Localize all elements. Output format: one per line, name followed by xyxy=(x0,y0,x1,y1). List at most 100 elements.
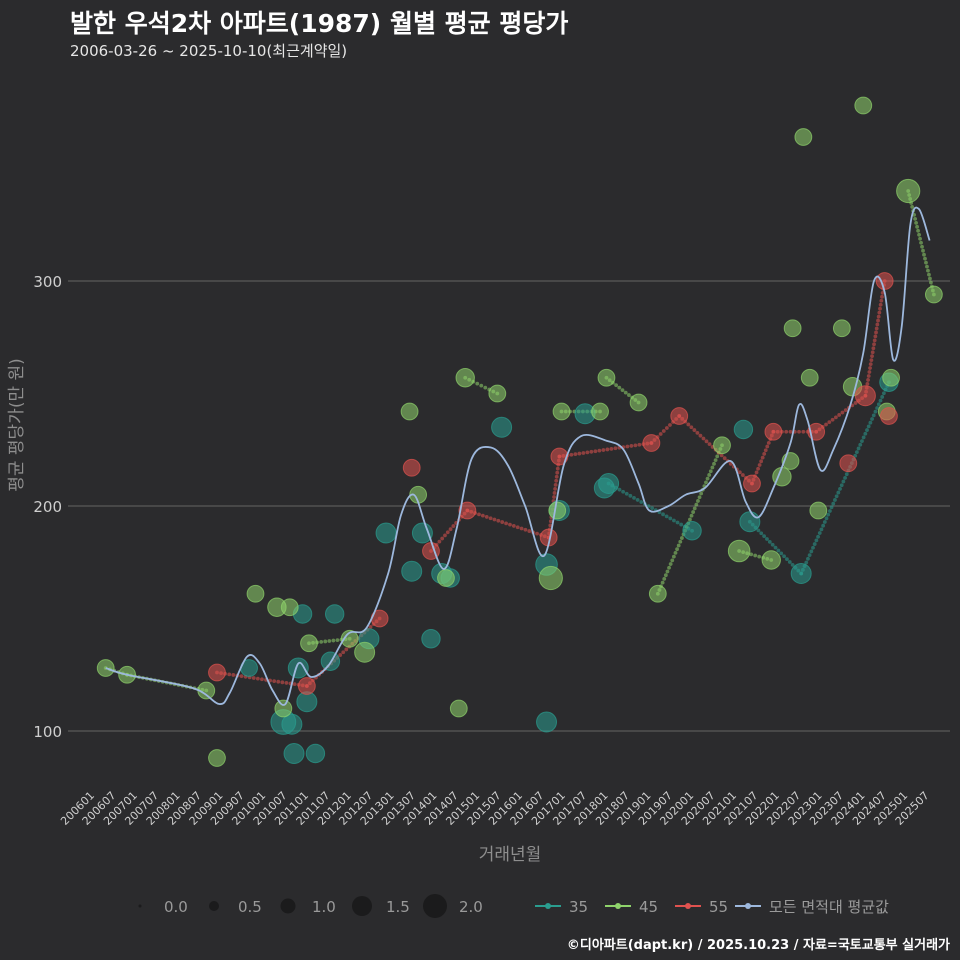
trend-dot xyxy=(928,276,932,281)
size-legend-label: 0.5 xyxy=(238,898,262,916)
trend-dot xyxy=(523,527,528,532)
trend-dot xyxy=(445,530,450,535)
trend-dot xyxy=(675,520,680,525)
trend-dot xyxy=(749,552,754,557)
data-point-45 xyxy=(800,368,819,387)
trend-dot xyxy=(577,451,582,456)
trend-dot xyxy=(695,430,700,435)
trend-dot xyxy=(552,491,557,495)
trend-dot xyxy=(834,494,839,499)
trend-dot xyxy=(689,513,694,518)
trend-dot xyxy=(665,569,670,574)
trend-dot xyxy=(660,580,665,585)
trend-dot xyxy=(231,673,236,677)
legend-key-dot xyxy=(745,903,751,909)
trend-dot xyxy=(875,322,880,327)
data-point-35 xyxy=(598,473,620,494)
trend-dot xyxy=(255,676,260,681)
trend-dot xyxy=(827,420,832,425)
size-legend-label: 1.5 xyxy=(386,898,410,916)
data-point-45 xyxy=(761,550,781,570)
trend-dot xyxy=(658,432,663,436)
trend-dot xyxy=(609,446,614,451)
trend-dot xyxy=(676,543,681,548)
data-point-35 xyxy=(421,629,441,649)
trend-dot xyxy=(664,426,669,430)
trend-dot xyxy=(548,523,553,528)
trend-dot xyxy=(881,391,886,396)
data-point-35 xyxy=(287,657,309,679)
data-point-45 xyxy=(449,699,468,718)
trend-dot xyxy=(504,521,508,526)
trend-dot xyxy=(710,465,715,470)
trend-dot xyxy=(910,205,915,209)
trend-dot xyxy=(871,413,876,418)
trend-dot xyxy=(767,539,772,544)
data-point-35 xyxy=(682,521,702,541)
trend-dot xyxy=(868,362,873,366)
trend-dot xyxy=(251,676,256,680)
trend-dot xyxy=(483,385,488,390)
trend-dot xyxy=(807,553,812,558)
data-point-45 xyxy=(208,749,226,767)
data-point-45 xyxy=(300,634,318,653)
data-point-45 xyxy=(354,641,376,663)
data-point-45 xyxy=(455,368,475,388)
trend-dot xyxy=(323,639,328,644)
trend-dot xyxy=(699,491,704,496)
trend-dot xyxy=(814,538,819,543)
data-point-45 xyxy=(809,501,828,520)
trend-dot xyxy=(613,446,618,451)
trend-dot xyxy=(756,528,761,533)
trend-dot xyxy=(704,439,709,444)
trend-dot xyxy=(759,459,764,464)
trend-dot xyxy=(624,491,629,496)
trend-dot xyxy=(870,350,875,355)
trend-dot xyxy=(668,562,673,566)
trend-dot xyxy=(260,677,264,682)
trend-dot xyxy=(925,264,929,269)
data-point-45 xyxy=(924,285,943,304)
trend-dot xyxy=(870,417,874,421)
trend-dot xyxy=(678,539,683,544)
trend-dot xyxy=(573,452,578,457)
size-legend-label: 2.0 xyxy=(459,898,483,916)
trend-dot xyxy=(694,502,699,507)
y-tick-label: 300 xyxy=(33,273,62,291)
trend-dot xyxy=(879,298,884,303)
trend-dot xyxy=(689,425,694,430)
trend-dot xyxy=(827,509,832,513)
trend-dot xyxy=(671,554,676,559)
trend-dot xyxy=(554,478,559,483)
trend-dot xyxy=(488,516,493,521)
trend-dot xyxy=(617,487,622,492)
trend-dot xyxy=(707,473,712,477)
data-point-45 xyxy=(548,501,567,520)
trend-dot xyxy=(668,423,672,427)
y-tick-label: 200 xyxy=(33,498,62,516)
data-point-45 xyxy=(400,402,419,421)
y-axis-label: 평균 평당가(만 원) xyxy=(7,358,27,492)
trend-dot xyxy=(878,306,882,311)
trend-dot xyxy=(535,531,539,536)
trend-dot xyxy=(869,358,874,363)
data-point-55 xyxy=(743,474,761,493)
average-curve xyxy=(105,206,931,706)
trend-dot xyxy=(713,458,718,462)
trend-dot xyxy=(919,240,923,245)
y-tick-label: 100 xyxy=(33,723,62,741)
legend-label: 55 xyxy=(709,898,728,916)
trend-dot xyxy=(788,429,793,434)
trend-dot xyxy=(878,398,883,403)
trend-dot xyxy=(239,674,244,679)
trend-dot xyxy=(672,518,676,523)
data-point-35 xyxy=(281,713,303,735)
size-legend-swatch xyxy=(423,894,447,918)
trend-dot xyxy=(707,442,712,447)
trend-dot xyxy=(480,513,485,518)
trend-dot xyxy=(779,551,784,556)
trend-dot xyxy=(664,514,669,519)
trend-dot xyxy=(617,385,622,390)
trend-dot xyxy=(880,290,885,295)
